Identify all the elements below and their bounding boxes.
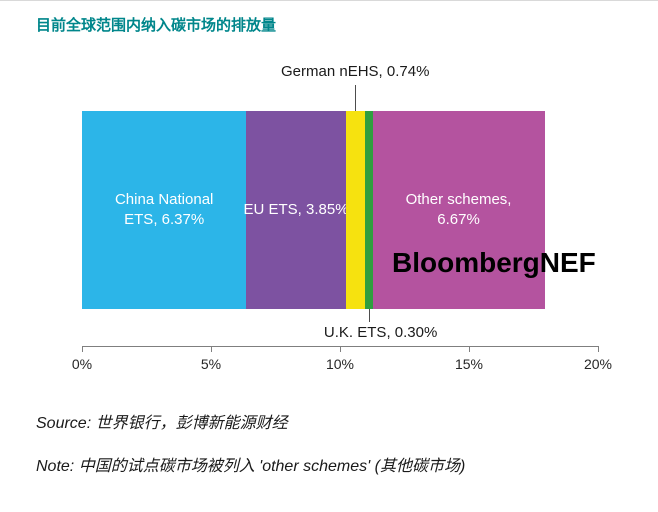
uk-ets-callout-line: [368, 309, 370, 322]
source-text: Source: 世界银行，彭博新能源财经: [36, 415, 288, 432]
note-text: Note: 中国的试点碳市场被列入 'other schemes' (其他碳市场…: [36, 458, 466, 475]
x-axis-tick-label: 0%: [71, 356, 93, 372]
segment-label-eu-ets: EU ETS, 3.85%: [243, 200, 349, 218]
x-axis-tick-label: 20%: [583, 356, 613, 372]
german-nehs-callout-line: [355, 85, 357, 111]
german-nehs-callout-label: German nEHS, 0.74%: [281, 63, 430, 80]
bar-segment-eu-ets: EU ETS, 3.85%: [243, 111, 349, 309]
bar-segment-other-schemes: Other schemes, 6.67%: [372, 111, 545, 309]
bar-segment-u-k-ets: [364, 111, 373, 309]
x-axis-tick-label: 10%: [325, 356, 355, 372]
x-axis-line: [82, 346, 599, 347]
segment-label-other-schemes: Other schemes, 6.67%: [405, 190, 512, 228]
segment-label-china-national-ets: China National ETS, 6.37%: [114, 190, 214, 228]
bar-segment-german-nehs: [345, 111, 365, 309]
uk-ets-callout-label: U.K. ETS, 0.30%: [323, 324, 438, 341]
chart-title: 目前全球范围内纳入碳市场的排放量: [36, 17, 277, 34]
bloombergnef-watermark: BloombergNEF: [392, 247, 596, 278]
stacked-bar: China National ETS, 6.37% EU ETS, 3.85% Oth…: [82, 111, 598, 309]
x-axis-tick-label: 5%: [200, 356, 222, 372]
x-axis-tick-label: 15%: [454, 356, 484, 372]
bar-segment-china-national-ets: China National ETS, 6.37%: [82, 111, 247, 309]
